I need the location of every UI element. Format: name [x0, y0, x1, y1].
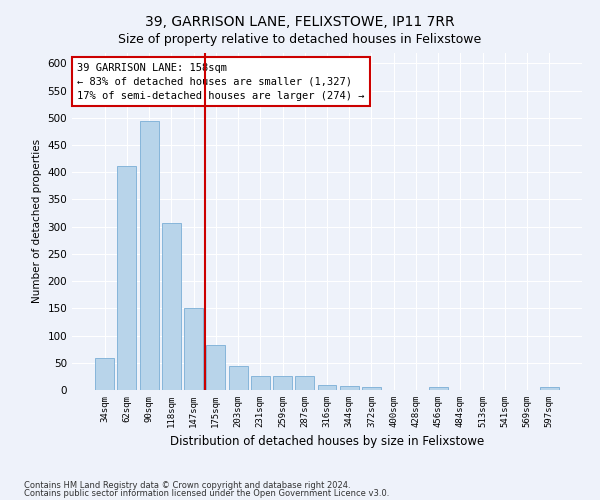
Bar [118, 166, 136, 390]
Text: 39, GARRISON LANE, FELIXSTOWE, IP11 7RR: 39, GARRISON LANE, FELIXSTOWE, IP11 7RR [145, 15, 455, 29]
Bar [429, 388, 448, 390]
Text: 39 GARRISON LANE: 158sqm
← 83% of detached houses are smaller (1,327)
17% of sem: 39 GARRISON LANE: 158sqm ← 83% of detach… [77, 62, 365, 100]
Bar [140, 121, 158, 390]
Bar [340, 386, 359, 390]
X-axis label: Distribution of detached houses by size in Felixstowe: Distribution of detached houses by size … [170, 436, 484, 448]
Bar [206, 346, 225, 390]
Bar [362, 388, 381, 390]
Bar [162, 224, 181, 390]
Bar [273, 376, 292, 390]
Bar [229, 366, 248, 390]
Bar [184, 308, 203, 390]
Text: Size of property relative to detached houses in Felixstowe: Size of property relative to detached ho… [118, 32, 482, 46]
Bar [95, 358, 114, 390]
Bar [295, 376, 314, 390]
Bar [251, 376, 270, 390]
Bar [317, 384, 337, 390]
Bar [540, 388, 559, 390]
Text: Contains public sector information licensed under the Open Government Licence v3: Contains public sector information licen… [24, 489, 389, 498]
Text: Contains HM Land Registry data © Crown copyright and database right 2024.: Contains HM Land Registry data © Crown c… [24, 480, 350, 490]
Y-axis label: Number of detached properties: Number of detached properties [32, 139, 42, 304]
